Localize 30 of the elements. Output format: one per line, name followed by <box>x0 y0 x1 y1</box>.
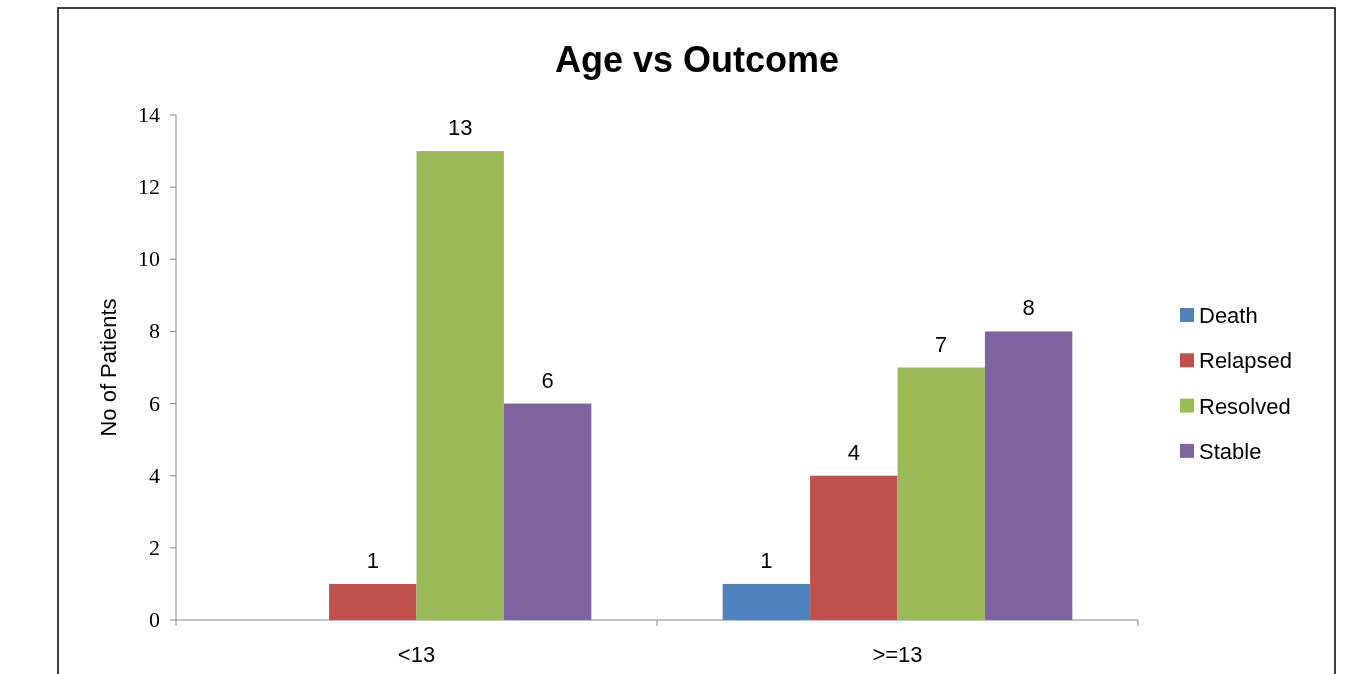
legend-label: Relapsed <box>1199 348 1292 374</box>
y-tick-label: 14 <box>138 102 160 127</box>
data-label: 7 <box>935 331 948 357</box>
y-axis-title: No of Patients <box>96 298 121 437</box>
y-tick-label: 0 <box>149 607 160 632</box>
bar <box>810 475 898 620</box>
legend-label: Stable <box>1199 438 1262 464</box>
bar <box>897 367 985 620</box>
chart-title: Age vs Outcome <box>554 39 840 80</box>
y-tick-label: 2 <box>149 534 160 560</box>
legend-label: Resolved <box>1199 393 1291 419</box>
data-label: 4 <box>847 439 860 465</box>
y-tick-label: 12 <box>138 174 160 200</box>
bar <box>984 331 1073 620</box>
y-tick-label: 4 <box>149 462 160 488</box>
y-tick-label: 6 <box>149 390 160 416</box>
x-tick-label: >=13 <box>872 642 923 667</box>
y-tick-label: 10 <box>138 246 160 272</box>
data-label: 1 <box>366 547 379 573</box>
bar <box>329 583 417 620</box>
y-tick-label: 8 <box>149 318 160 344</box>
data-label: 8 <box>1022 295 1035 321</box>
bar <box>503 403 592 620</box>
data-label: 1 <box>760 547 773 573</box>
bar <box>722 583 811 620</box>
bar <box>416 151 504 620</box>
x-tick-label: <13 <box>397 642 436 667</box>
data-label: 13 <box>447 115 473 141</box>
data-label: 6 <box>541 367 554 393</box>
legend-label: Death <box>1199 303 1258 328</box>
